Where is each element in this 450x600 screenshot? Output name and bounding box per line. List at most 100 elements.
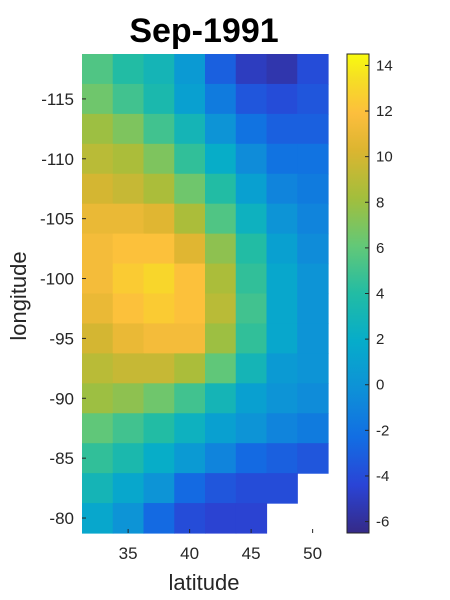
heatmap-cell xyxy=(205,323,237,354)
heatmap-cell xyxy=(266,113,298,145)
heatmap-cell xyxy=(235,143,268,175)
heatmap-cell xyxy=(174,263,206,295)
y-tick-label: -80 xyxy=(49,509,74,528)
heatmap-cell xyxy=(112,353,145,384)
heatmap-cell xyxy=(174,233,206,265)
x-tick-label: 50 xyxy=(303,544,322,563)
heatmap-cell xyxy=(235,263,268,295)
heatmap-cell xyxy=(205,143,237,175)
heatmap-cell xyxy=(266,293,298,325)
colorbar-tick-label: 4 xyxy=(376,286,384,303)
heatmap-cell xyxy=(174,353,206,384)
heatmap-cell xyxy=(205,293,237,325)
heatmap-cell xyxy=(82,473,114,504)
heatmap-cell xyxy=(266,83,298,115)
y-tick-label: -90 xyxy=(49,389,74,408)
heatmap-cell xyxy=(297,54,329,85)
heatmap-cell xyxy=(297,233,329,265)
heatmap-cell xyxy=(143,503,175,534)
heatmap-cell xyxy=(82,143,114,175)
heatmap-cell xyxy=(143,233,175,265)
heatmap-cell xyxy=(266,143,298,175)
heatmap-cell xyxy=(266,203,298,235)
heatmap-cell xyxy=(112,413,145,444)
y-tick-label: -85 xyxy=(49,449,74,468)
heatmap-cell xyxy=(82,413,114,444)
heatmap-cell xyxy=(297,413,329,444)
colorbar-tick-label: 6 xyxy=(376,240,384,257)
y-tick-label: -95 xyxy=(49,329,74,348)
heatmap-cell xyxy=(112,263,145,295)
heatmap-cell xyxy=(297,443,329,474)
heatmap-cell xyxy=(112,83,145,115)
heatmap-cell xyxy=(174,113,206,145)
y-axis-label: longitude xyxy=(6,251,31,340)
heatmap-cell xyxy=(82,83,114,115)
heatmap-cell xyxy=(235,413,268,444)
heatmap-cell xyxy=(297,263,329,295)
heatmap-cell xyxy=(205,203,237,235)
heatmap-cell xyxy=(266,383,298,414)
heatmap-cell xyxy=(235,293,268,325)
heatmap-cell xyxy=(205,173,237,205)
heatmap-cell xyxy=(235,383,268,414)
heatmap-cell xyxy=(297,293,329,325)
heatmap-cell xyxy=(235,323,268,354)
heatmap-cell xyxy=(174,503,206,534)
heatmap-cell xyxy=(82,323,114,354)
heatmap-cell xyxy=(143,203,175,235)
heatmap-cell xyxy=(297,143,329,175)
heatmap-cell xyxy=(112,383,145,414)
colorbar-tick-label: 0 xyxy=(376,377,384,394)
colorbar-tick-label: 10 xyxy=(376,149,393,166)
axes: 35 40 45 50 -115 -110 -105 -100 -95 -90 -85 -80 xyxy=(40,90,322,563)
heatmap-cell xyxy=(143,54,175,85)
x-axis-label: latitude xyxy=(169,570,240,595)
heatmap-cell xyxy=(174,83,206,115)
heatmap-cell xyxy=(266,263,298,295)
heatmap-cell xyxy=(297,383,329,414)
heatmap-cell xyxy=(143,83,175,115)
heatmap-cell xyxy=(174,173,206,205)
heatmap-cell xyxy=(235,83,268,115)
x-tick-label: 40 xyxy=(180,544,199,563)
heatmap-cell xyxy=(297,83,329,115)
heatmap-cell xyxy=(82,173,114,205)
colorbar-tick-label: -2 xyxy=(376,422,389,439)
chart-title: Sep-1991 xyxy=(129,12,278,50)
heatmap-cells xyxy=(82,54,329,534)
heatmap-cell xyxy=(143,293,175,325)
heatmap-cell xyxy=(235,443,268,474)
heatmap-cell xyxy=(143,173,175,205)
heatmap-cell xyxy=(82,233,114,265)
heatmap-cell xyxy=(205,443,237,474)
heatmap-cell xyxy=(112,293,145,325)
heatmap-cell xyxy=(297,173,329,205)
heatmap-cell xyxy=(82,353,114,384)
colorbar: 14 12 10 8 6 4 2 0 -2 -4 -6 xyxy=(346,53,393,534)
heatmap-cell xyxy=(266,353,298,384)
heatmap-cell xyxy=(235,113,268,145)
heatmap-cell xyxy=(266,54,298,85)
colorbar-tick-label: -4 xyxy=(376,468,389,485)
heatmap-cell xyxy=(266,173,298,205)
heatmap-cell xyxy=(112,323,145,354)
y-tick-label: -100 xyxy=(40,270,74,289)
heatmap-cell xyxy=(143,263,175,295)
heatmap-cell xyxy=(143,443,175,474)
heatmap-cell xyxy=(266,413,298,444)
y-tick-label: -115 xyxy=(41,90,74,109)
heatmap-cell xyxy=(174,293,206,325)
heatmap-cell xyxy=(205,473,237,504)
heatmap-cell xyxy=(205,413,237,444)
heatmap-cell xyxy=(235,233,268,265)
heatmap-cell xyxy=(266,473,298,504)
heatmap-cell xyxy=(174,413,206,444)
heatmap-cell xyxy=(266,323,298,354)
colorbar-tick-label: 8 xyxy=(376,194,384,211)
heatmap-cell xyxy=(205,113,237,145)
heatmap-cell xyxy=(112,233,145,265)
heatmap-cell xyxy=(112,113,145,145)
heatmap-cell xyxy=(143,323,175,354)
